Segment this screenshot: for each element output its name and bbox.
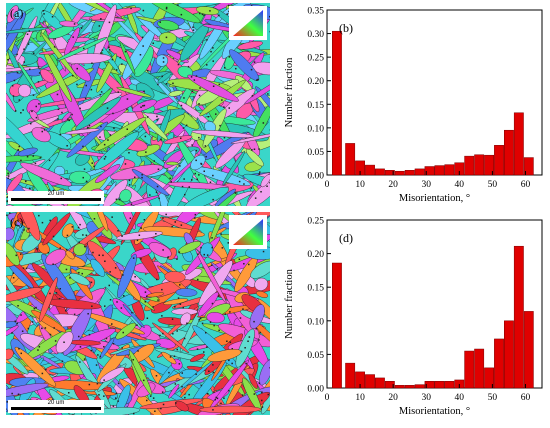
y-axis-label-d: Number fraction (284, 268, 295, 338)
x-tick-label-b-2: 20 (388, 180, 398, 190)
bar-b-1 (345, 143, 354, 175)
bar-b-18 (514, 113, 523, 175)
bar-d-3 (365, 375, 374, 388)
y-tick-label-d-1: 0.05 (307, 351, 324, 361)
y-tick-label-b-0: 0.00 (307, 172, 324, 182)
bar-d-14 (474, 349, 483, 388)
bar-b-11 (445, 165, 454, 175)
y-tick-label-d-4: 0.20 (307, 250, 324, 260)
x-tick-label-b-1: 10 (355, 180, 365, 190)
bar-d-1 (345, 363, 354, 388)
misorientation-histogram-b: 0 10 20 30 40 50 60 0.00 0.05 0.10 0.15 0.20 0.25 0.3… (280, 0, 550, 210)
x-tick-label-b-4: 40 (455, 180, 465, 190)
bar-d-18 (514, 246, 523, 388)
y-tick-label-b-2: 0.10 (307, 124, 324, 134)
x-tick-label-b-5: 50 (488, 180, 498, 190)
x-tick-label-d-5: 50 (488, 393, 498, 403)
y-tick-label-d-3: 0.15 (307, 284, 324, 294)
x-tick-label-b-0: 0 (325, 180, 330, 190)
panel-label-c: (c) (10, 215, 23, 230)
x-axis-label-d: Misorientation, ° (399, 406, 470, 417)
bar-d-7 (405, 385, 414, 388)
y-tick-label-d-0: 0.00 (307, 385, 324, 395)
y-tick-label-b-5: 0.25 (307, 54, 324, 64)
y-tick-label-b-7: 0.35 (307, 7, 324, 17)
bar-d-17 (504, 321, 513, 388)
bar-b-14 (474, 155, 483, 175)
bar-d-11 (445, 381, 454, 388)
histogram-svg-b: 0 10 20 30 40 50 60 0.00 0.05 0.10 0.15 0.20 0.25 0.3… (280, 0, 550, 210)
x-tick-label-b-3: 30 (421, 180, 431, 190)
bar-b-3 (365, 165, 374, 175)
bar-b-4 (375, 169, 384, 175)
x-tick-label-d-2: 20 (388, 393, 398, 403)
bar-b-10 (435, 166, 444, 175)
x-tick-label-d-6: 60 (521, 393, 531, 403)
ebsd-map-a: (a) 20 um (6, 3, 270, 206)
x-tick-label-d-1: 10 (355, 393, 365, 403)
bar-d-0 (332, 263, 341, 388)
y-axis-label-b: Number fraction (284, 57, 295, 127)
panel-label-d: (d) (339, 231, 353, 245)
ebsd-map-c: (c) 20 um (6, 212, 270, 415)
x-tick-label-d-4: 40 (455, 393, 465, 403)
bar-d-4 (375, 378, 384, 388)
y-tick-label-b-6: 0.30 (307, 30, 324, 40)
bar-d-13 (465, 351, 474, 388)
scale-bar-a: 20 um (8, 191, 104, 204)
bar-d-19 (524, 311, 533, 388)
bar-b-13 (465, 156, 474, 175)
scale-bar-c: 20 um (8, 400, 104, 413)
bar-b-8 (415, 169, 424, 175)
panel-label-a: (a) (10, 6, 23, 21)
x-tick-label-d-3: 30 (421, 393, 431, 403)
y-tick-label-d-2: 0.10 (307, 317, 324, 327)
ipf-color-key-icon (229, 215, 267, 249)
bar-b-0 (332, 31, 341, 175)
bar-d-10 (435, 381, 444, 388)
y-tick-label-b-1: 0.05 (307, 148, 324, 158)
panel-label-b: (b) (339, 21, 353, 35)
misorientation-histogram-d: 0 10 20 30 40 50 60 0.00 0.05 0.10 0.15 0.20 0.25 Mis… (280, 210, 550, 423)
y-tick-label-b-3: 0.15 (307, 101, 324, 111)
y-tick-label-b-4: 0.20 (307, 77, 324, 87)
histogram-svg-d: 0 10 20 30 40 50 60 0.00 0.05 0.10 0.15 0.20 0.25 Mis… (280, 210, 550, 423)
bar-b-7 (405, 170, 414, 175)
bar-d-16 (494, 339, 503, 388)
y-tick-label-d-5: 0.25 (307, 217, 324, 227)
ipf-color-key-icon (229, 6, 267, 40)
x-tick-label-d-0: 0 (325, 393, 330, 403)
x-tick-label-b-6: 60 (521, 180, 531, 190)
bar-b-17 (504, 130, 513, 175)
bar-d-8 (415, 385, 424, 388)
bar-b-16 (494, 145, 503, 175)
bar-d-6 (395, 385, 404, 388)
x-axis-label-b: Misorientation, ° (399, 193, 470, 204)
bar-b-6 (395, 171, 404, 175)
scale-bar-label-a: 20 um (8, 191, 104, 197)
scale-bar-label-c: 20 um (8, 400, 104, 406)
